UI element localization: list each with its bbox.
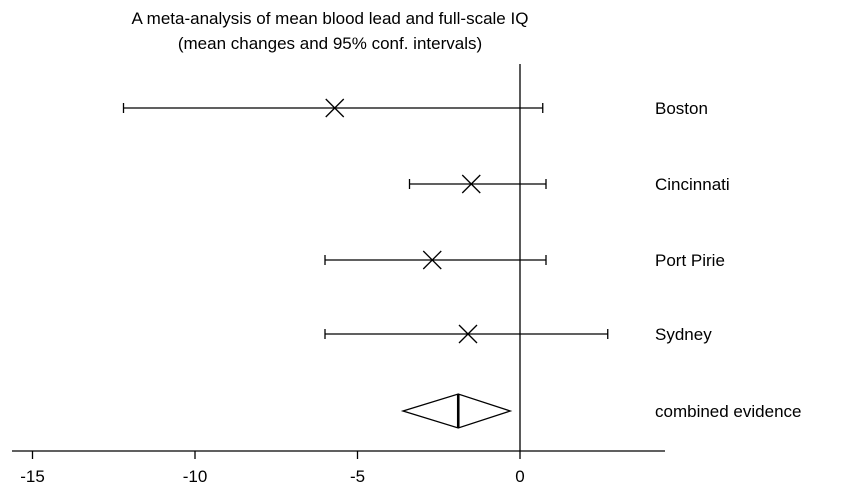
- estimate-marker-cincinnati: [461, 174, 481, 194]
- combined-diamond: [400, 393, 513, 429]
- chart-title: A meta-analysis of mean blood lead and f…: [132, 9, 529, 28]
- study-label-boston: Boston: [655, 99, 708, 118]
- estimate-marker-port-pirie: [422, 250, 442, 270]
- study-label-sydney: Sydney: [655, 325, 712, 344]
- study-label-cincinnati: Cincinnati: [655, 175, 730, 194]
- estimate-marker-sydney: [458, 324, 478, 344]
- study-label-combined-evidence: combined evidence: [655, 402, 801, 421]
- estimate-marker-boston: [325, 98, 345, 118]
- study-label-port-pirie: Port Pirie: [655, 251, 725, 270]
- x-tick-label: -15: [20, 467, 45, 486]
- x-tick-label: -5: [350, 467, 365, 486]
- x-tick-label: 0: [515, 467, 524, 486]
- x-tick-label: -10: [183, 467, 208, 486]
- chart-subtitle: (mean changes and 95% conf. intervals): [178, 34, 482, 53]
